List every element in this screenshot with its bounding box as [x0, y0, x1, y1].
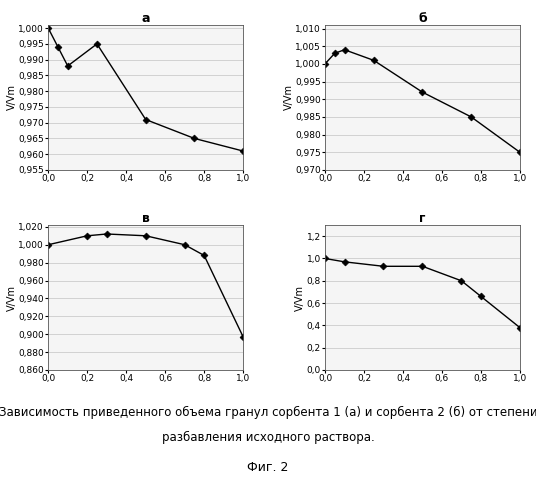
- Y-axis label: V/Vm: V/Vm: [7, 284, 17, 310]
- Text: Фиг. 2: Фиг. 2: [247, 461, 289, 474]
- Title: г: г: [419, 212, 426, 225]
- Y-axis label: V/Vm: V/Vm: [295, 284, 305, 310]
- Title: в: в: [142, 212, 150, 225]
- Title: б: б: [418, 12, 427, 25]
- Y-axis label: V/Vm: V/Vm: [7, 84, 17, 110]
- Y-axis label: V/Vm: V/Vm: [284, 84, 294, 110]
- Text: разбавления исходного раствора.: разбавления исходного раствора.: [162, 431, 374, 444]
- Title: а: а: [142, 12, 150, 25]
- Text: Зависимость приведенного объема гранул сорбента 1 (а) и сорбента 2 (б) от степен: Зависимость приведенного объема гранул с…: [0, 406, 536, 419]
